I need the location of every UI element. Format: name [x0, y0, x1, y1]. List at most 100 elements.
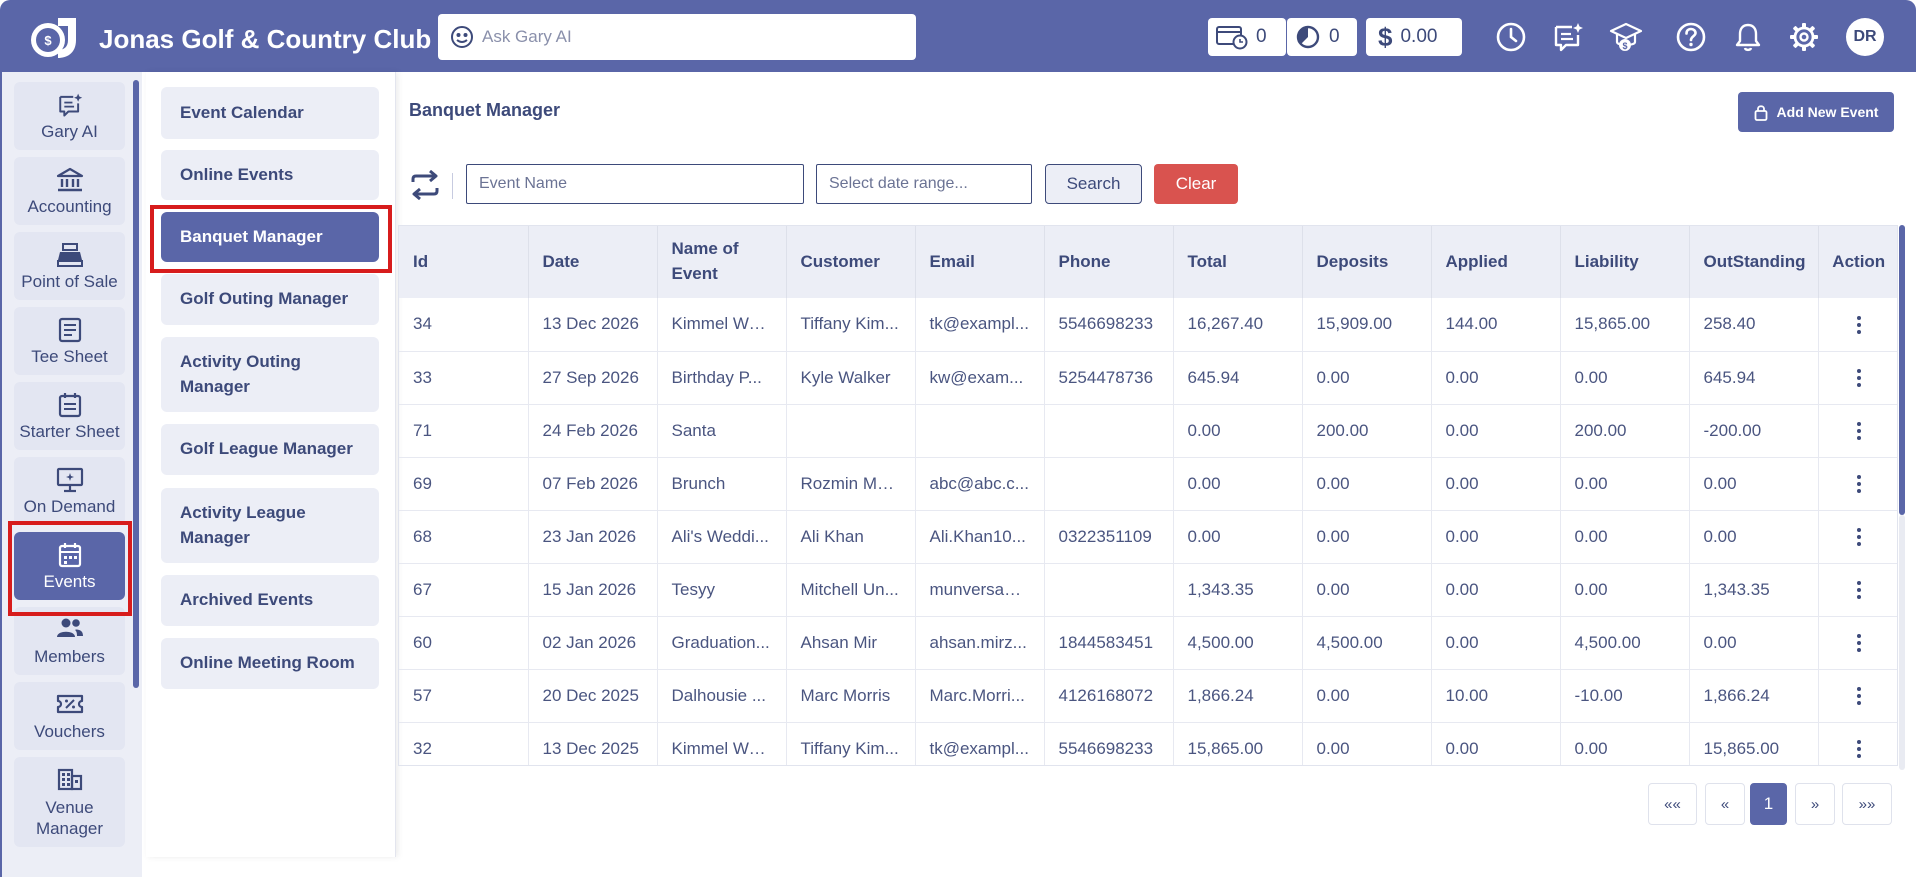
- submenu-activity-outing-manager[interactable]: Activity Outing Manager: [161, 337, 379, 412]
- svg-text:$: $: [44, 33, 52, 48]
- date-range-input[interactable]: [816, 164, 1032, 204]
- table-cell: 0.00: [1302, 510, 1432, 564]
- table-row[interactable]: 67 15 Jan 2026 Tesyy Mitchell Un... munversa…: [399, 563, 1897, 617]
- next-page-button[interactable]: »: [1795, 783, 1835, 825]
- refresh-icon[interactable]: [408, 170, 442, 200]
- submenu-golf-outing-manager[interactable]: Golf Outing Manager: [161, 274, 379, 325]
- table-row[interactable]: 57 20 Dec 2025 Dalhousie ... Marc Morris Mar…: [399, 669, 1897, 723]
- table-cell: 32: [399, 722, 529, 765]
- table-cell: 0.00: [1689, 457, 1819, 511]
- kebab-menu-icon[interactable]: [1856, 740, 1861, 759]
- table-row[interactable]: 34 13 Dec 2026 Kimmel We... Tiffany Kim... t…: [399, 298, 1897, 352]
- notifications-button[interactable]: [1730, 19, 1766, 55]
- kebab-menu-icon[interactable]: [1856, 687, 1861, 706]
- column-header: Name of Event: [657, 226, 787, 298]
- table-row[interactable]: 68 23 Jan 2026 Ali's Weddi... Ali Khan Ali.K…: [399, 510, 1897, 564]
- submenu-banquet-manager[interactable]: Banquet Manager: [161, 212, 379, 262]
- register-icon: [56, 243, 83, 267]
- rail-item-vouchers[interactable]: Vouchers: [14, 682, 125, 750]
- column-header: OutStanding: [1689, 226, 1819, 298]
- card-clock-icon: [1216, 26, 1248, 50]
- table-row[interactable]: 32 13 Dec 2025 Kimmel We... Tiffany Kim... t…: [399, 722, 1897, 765]
- submenu-golf-league-manager[interactable]: Golf League Manager: [161, 424, 379, 475]
- rail-item-point-of-sale[interactable]: Point of Sale: [14, 232, 125, 300]
- table-cell: 0.00: [1689, 616, 1819, 670]
- rail-item-venue-manager[interactable]: Venue Manager: [14, 757, 125, 847]
- add-new-event-button[interactable]: Add New Event: [1738, 92, 1894, 132]
- first-page-button[interactable]: ««: [1648, 783, 1697, 825]
- table-row[interactable]: 71 24 Feb 2026 Santa 0.00 200.00 0.00 200.00 -2…: [399, 404, 1897, 458]
- table-cell: 02 Jan 2026: [528, 616, 658, 670]
- current-page-button[interactable]: 1: [1750, 783, 1787, 825]
- rail-item-events[interactable]: Events: [14, 532, 125, 600]
- submenu-event-calendar[interactable]: Event Calendar: [161, 87, 379, 139]
- column-header: Phone: [1044, 226, 1174, 298]
- event-name-input[interactable]: [466, 164, 804, 204]
- user-avatar[interactable]: DR: [1846, 18, 1884, 56]
- table-cell: Ahsan Mir: [786, 616, 916, 670]
- gary-chat-button[interactable]: [1550, 19, 1586, 55]
- settings-button[interactable]: [1786, 19, 1822, 55]
- history-button[interactable]: [1493, 19, 1529, 55]
- timer-chip[interactable]: 0: [1287, 18, 1357, 56]
- column-header: Date: [528, 226, 658, 298]
- table-scrollbar[interactable]: [1899, 225, 1905, 515]
- rail-item-label: Starter Sheet: [19, 421, 120, 441]
- rail-item-gary-ai[interactable]: Gary AI: [14, 82, 125, 150]
- help-button[interactable]: [1673, 19, 1709, 55]
- pie-timer-icon: [1296, 25, 1320, 49]
- gary-ai-search[interactable]: [438, 14, 916, 60]
- rail-item-tee-sheet[interactable]: Tee Sheet: [14, 307, 125, 375]
- table-cell: 10.00: [1431, 669, 1561, 723]
- events-highlight: [8, 521, 132, 616]
- table-cell: 0.00: [1560, 510, 1690, 564]
- table-cell: Marc Morris: [786, 669, 916, 723]
- users-icon: [56, 618, 83, 637]
- table-row[interactable]: 60 02 Jan 2026 Graduation... Ahsan Mir ahsan…: [399, 616, 1897, 670]
- rail-scrollbar[interactable]: [133, 80, 139, 688]
- submenu-online-meeting-room[interactable]: Online Meeting Room: [161, 638, 379, 689]
- submenu-online-events[interactable]: Online Events: [161, 150, 379, 200]
- rail-item-starter-sheet[interactable]: Starter Sheet: [14, 382, 125, 450]
- club-logo-icon[interactable]: $: [28, 14, 80, 60]
- submenu-activity-league-manager[interactable]: Activity League Manager: [161, 488, 379, 563]
- rail-item-members[interactable]: Members: [14, 607, 125, 675]
- kebab-menu-icon[interactable]: [1856, 315, 1861, 334]
- table-cell: 5254478736: [1044, 351, 1174, 405]
- table-cell: 20 Dec 2025: [528, 669, 658, 723]
- transactions-chip[interactable]: 0: [1208, 18, 1286, 56]
- rail-item-label: Events: [43, 571, 96, 591]
- previous-page-button[interactable]: «: [1705, 783, 1745, 825]
- submenu-archived-events[interactable]: Archived Events: [161, 575, 379, 626]
- kebab-menu-icon[interactable]: [1856, 422, 1861, 441]
- rail-item-label: Point of Sale: [21, 271, 118, 291]
- search-input[interactable]: [482, 14, 902, 60]
- kebab-menu-icon[interactable]: [1856, 634, 1861, 653]
- balance-chip[interactable]: $ 0.00: [1366, 18, 1462, 56]
- top-bar: $ Jonas Golf & Country Club 0 0 $ 0.00: [0, 0, 1916, 72]
- learning-button[interactable]: $: [1608, 19, 1644, 55]
- table-cell: 4,500.00: [1173, 616, 1303, 670]
- table-row[interactable]: 69 07 Feb 2026 Brunch Rozmin Mal... abc@abc.…: [399, 457, 1897, 511]
- building-icon: [57, 768, 82, 791]
- clear-button[interactable]: Clear: [1154, 164, 1238, 204]
- search-button[interactable]: Search: [1045, 164, 1142, 204]
- kebab-menu-icon[interactable]: [1856, 369, 1861, 388]
- rail-item-label: Accounting: [27, 196, 112, 216]
- rail-item-on-demand[interactable]: On Demand: [14, 457, 125, 525]
- kebab-menu-icon[interactable]: [1856, 581, 1861, 600]
- table-cell: Birthday P...: [657, 351, 787, 405]
- table-cell: 34: [399, 298, 529, 352]
- table-cell: 1,866.24: [1173, 669, 1303, 723]
- table-cell: Kimmel We...: [657, 298, 787, 352]
- row-action-cell: [1818, 669, 1897, 723]
- table-row[interactable]: 33 27 Sep 2026 Birthday P... Kyle Walker kw@…: [399, 351, 1897, 405]
- rail-item-accounting[interactable]: Accounting: [14, 157, 125, 225]
- kebab-menu-icon[interactable]: [1856, 475, 1861, 494]
- rail-item-label: Venue Manager: [35, 798, 104, 838]
- table-cell: 69: [399, 457, 529, 511]
- table-cell: 0.00: [1431, 404, 1561, 458]
- table-cell: kw@exam...: [915, 351, 1045, 405]
- last-page-button[interactable]: »»: [1842, 783, 1892, 825]
- kebab-menu-icon[interactable]: [1856, 528, 1861, 547]
